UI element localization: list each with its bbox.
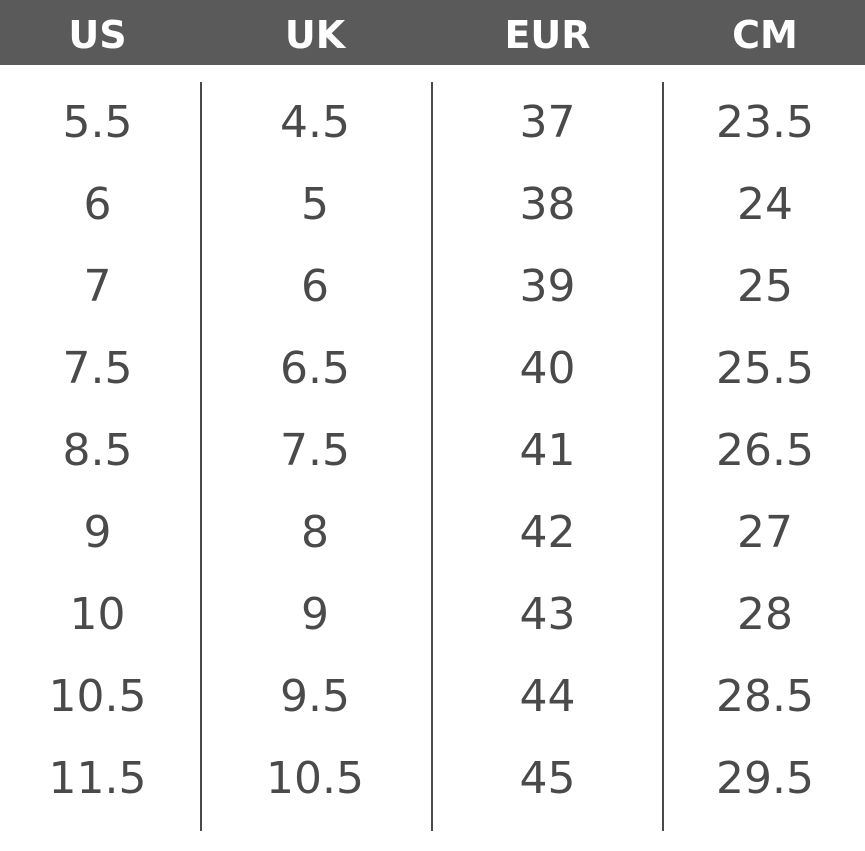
cell-cm-row-7: 28 xyxy=(737,589,793,640)
cell-eur-row-8: 44 xyxy=(519,671,576,722)
cell-uk-row-4: 6.5 xyxy=(280,343,350,394)
cell-us-row-8: 10.5 xyxy=(48,671,147,722)
cell-eur-row-9: 45 xyxy=(519,753,576,804)
column-divider-3 xyxy=(662,82,664,831)
cell-us-row-9: 11.5 xyxy=(48,753,147,804)
cell-us-row-5: 8.5 xyxy=(62,425,133,476)
cell-eur-row-3: 39 xyxy=(519,261,576,312)
cell-eur-row-6: 42 xyxy=(519,507,576,558)
cell-cm-row-3: 25 xyxy=(737,261,793,312)
cell-eur-row-7: 43 xyxy=(519,589,576,640)
cell-eur-row-2: 38 xyxy=(519,179,576,230)
cell-cm-row-8: 28.5 xyxy=(716,671,814,722)
cell-uk-row-5: 7.5 xyxy=(280,425,350,476)
cell-us-row-7: 10 xyxy=(69,589,126,640)
cell-us-row-2: 6 xyxy=(83,179,112,230)
cell-us-row-1: 5.5 xyxy=(62,97,133,148)
header-cm: CM xyxy=(732,13,798,57)
cell-eur-row-1: 37 xyxy=(519,97,576,148)
cell-eur-row-5: 41 xyxy=(519,425,576,476)
cell-us-row-6: 9 xyxy=(83,507,112,558)
header-us: US xyxy=(68,13,127,57)
cell-cm-row-1: 23.5 xyxy=(716,97,814,148)
cell-us-row-3: 7 xyxy=(83,261,112,312)
cell-cm-row-2: 24 xyxy=(737,179,793,230)
cell-cm-row-4: 25.5 xyxy=(716,343,814,394)
header-bar: US UK EUR CM xyxy=(0,0,865,65)
header-eur: EUR xyxy=(504,13,591,57)
column-divider-1 xyxy=(200,82,202,831)
cell-cm-row-5: 26.5 xyxy=(716,425,814,476)
cell-uk-row-7: 9 xyxy=(301,589,329,640)
cell-eur-row-4: 40 xyxy=(519,343,576,394)
header-uk: UK xyxy=(284,13,346,57)
cell-uk-row-8: 9.5 xyxy=(280,671,350,722)
column-divider-2 xyxy=(431,82,433,831)
cell-uk-row-2: 5 xyxy=(301,179,329,230)
cell-uk-row-6: 8 xyxy=(301,507,329,558)
cell-us-row-4: 7.5 xyxy=(62,343,133,394)
cell-uk-row-3: 6 xyxy=(301,261,329,312)
cell-cm-row-6: 27 xyxy=(737,507,793,558)
cell-uk-row-9: 10.5 xyxy=(266,753,364,804)
cell-cm-row-9: 29.5 xyxy=(716,753,814,804)
cell-uk-row-1: 4.5 xyxy=(280,97,350,148)
